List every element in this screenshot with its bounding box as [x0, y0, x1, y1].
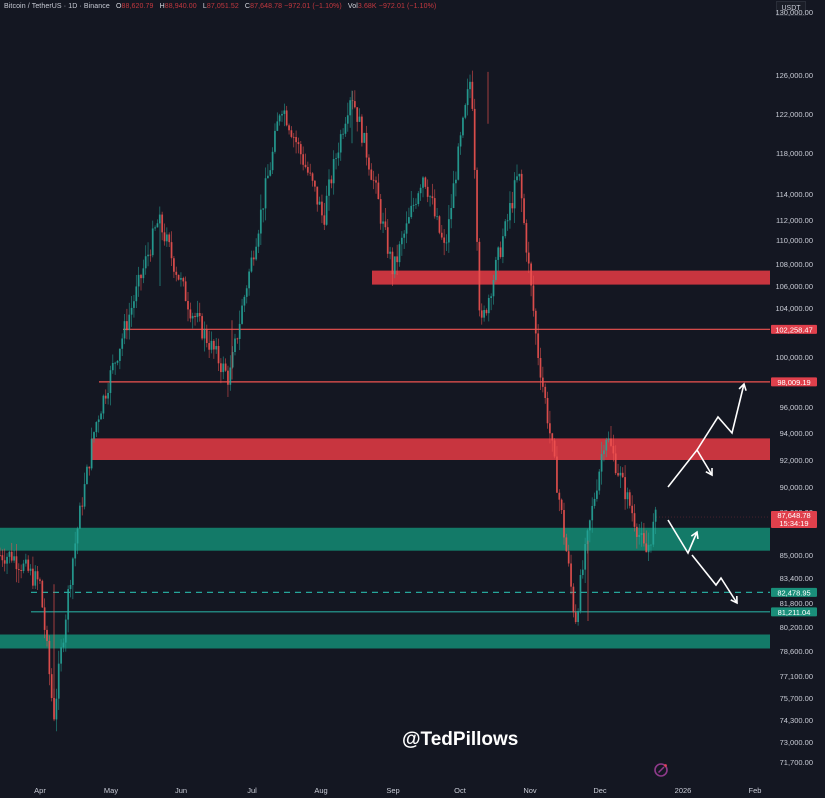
close-value: 87,648.78 — [250, 3, 283, 10]
price-tick: 126,000.00 — [775, 71, 813, 80]
price-tick: 85,000.00 — [780, 551, 813, 560]
time-tick: Sep — [386, 786, 399, 795]
time-tick: Jun — [175, 786, 187, 795]
time-tick: Nov — [523, 786, 537, 795]
support-zone — [0, 634, 770, 649]
price-tick: 92,000.00 — [780, 456, 813, 465]
price-tag — [771, 324, 817, 334]
close-label: C — [244, 3, 251, 10]
price-tick: 118,000.00 — [776, 149, 813, 158]
price-tags: 102,258.47 98,009.19 82,478.95 81,211.04 87,… — [656, 324, 817, 617]
low-label: L — [202, 3, 207, 10]
price-tag-text: 81,211.04 — [778, 608, 811, 617]
change-value: −972.01 (−1.10%) — [284, 3, 342, 10]
time-tick: Aug — [314, 786, 327, 795]
current-price-tag — [771, 511, 817, 529]
price-tag — [771, 607, 817, 617]
price-tick: 114,000.00 — [776, 190, 813, 199]
author-watermark: @TedPillows — [402, 729, 519, 750]
scenario-arrows — [667, 382, 747, 605]
arrow-head-icon — [730, 595, 738, 605]
current-price-text: 87,648.78 — [777, 511, 810, 520]
arrow-head-icon — [738, 382, 747, 391]
time-tick: 2026 — [675, 786, 692, 795]
price-tick: 94,000.00 — [780, 429, 813, 438]
arrow-head-icon — [690, 530, 699, 540]
horizontal-lines-layer — [31, 328, 770, 613]
scenario-path — [696, 383, 745, 451]
price-tick: 100,000.00 — [775, 353, 813, 362]
price-tag-text: 102,258.47 — [775, 325, 813, 334]
symbol-legend: Bitcoin / TetherUS · 1D · Binance O88,62… — [4, 3, 436, 10]
low-value: 87,051.52 — [206, 3, 239, 10]
price-tick: 81,800.00 — [780, 599, 813, 608]
open-value: 88,620.79 — [121, 3, 154, 10]
currency-button[interactable]: USDT — [776, 1, 806, 16]
price-tick: 122,000.00 — [775, 110, 813, 119]
price-tick: 110,000.00 — [776, 236, 813, 245]
price-tick: 77,100.00 — [780, 672, 813, 681]
price-tag-text: 82,478.95 — [777, 588, 810, 597]
zones-layer — [0, 270, 770, 649]
price-tick: 73,000.00 — [780, 738, 813, 747]
time-tick: Oct — [454, 786, 467, 795]
countdown-text: 15:34:19 — [779, 519, 808, 528]
price-tick: 78,600.00 — [780, 647, 813, 656]
price-tick: 104,000.00 — [775, 304, 813, 313]
price-tick: 80,200.00 — [780, 623, 813, 632]
price-tick: 83,400.00 — [780, 574, 813, 583]
time-tick: Jul — [247, 786, 257, 795]
high-label: H — [159, 3, 165, 10]
price-tick: 71,700.00 — [780, 758, 813, 767]
price-tag-text: 98,009.19 — [777, 378, 810, 387]
price-tag — [771, 377, 817, 387]
candles-layer — [0, 70, 657, 732]
tradingview-logo-icon[interactable] — [654, 763, 668, 777]
time-axis[interactable]: Apr May Jun Jul Aug Sep Oct Nov Dec 2026 Feb — [34, 786, 761, 795]
vol-value: 3.68K — [357, 3, 377, 10]
high-value: 88,940.00 — [164, 3, 197, 10]
price-tick: 112,000.00 — [776, 216, 813, 225]
scenario-path — [691, 554, 738, 604]
time-tick: Apr — [34, 786, 46, 795]
symbol-title[interactable]: Bitcoin / TetherUS · 1D · Binance — [4, 3, 110, 10]
price-tick: 106,000.00 — [775, 282, 813, 291]
arrow-head-icon — [705, 467, 713, 477]
vol-change-value: −972.01 (−1.10%) — [378, 3, 437, 10]
price-tick: 75,700.00 — [780, 694, 813, 703]
resistance-zone — [372, 270, 770, 285]
time-tick: Feb — [749, 786, 762, 795]
open-label: O — [115, 3, 122, 10]
time-tick: Dec — [593, 786, 607, 795]
price-tick: 90,000.00 — [780, 483, 813, 492]
time-tick: May — [104, 786, 118, 795]
vol-label: Vol — [347, 3, 358, 10]
price-axis[interactable]: 130,000.00 126,000.00 122,000.00 118,000.00… — [775, 8, 813, 767]
resistance-zone — [91, 438, 770, 460]
price-tick: 108,000.00 — [775, 260, 813, 269]
price-tag — [771, 587, 817, 597]
scenario-path — [667, 519, 698, 555]
price-tick: 96,000.00 — [780, 403, 813, 412]
support-zone — [0, 527, 770, 551]
price-tick: 130,000.00 — [775, 8, 813, 17]
price-tick: 74,300.00 — [780, 716, 813, 725]
